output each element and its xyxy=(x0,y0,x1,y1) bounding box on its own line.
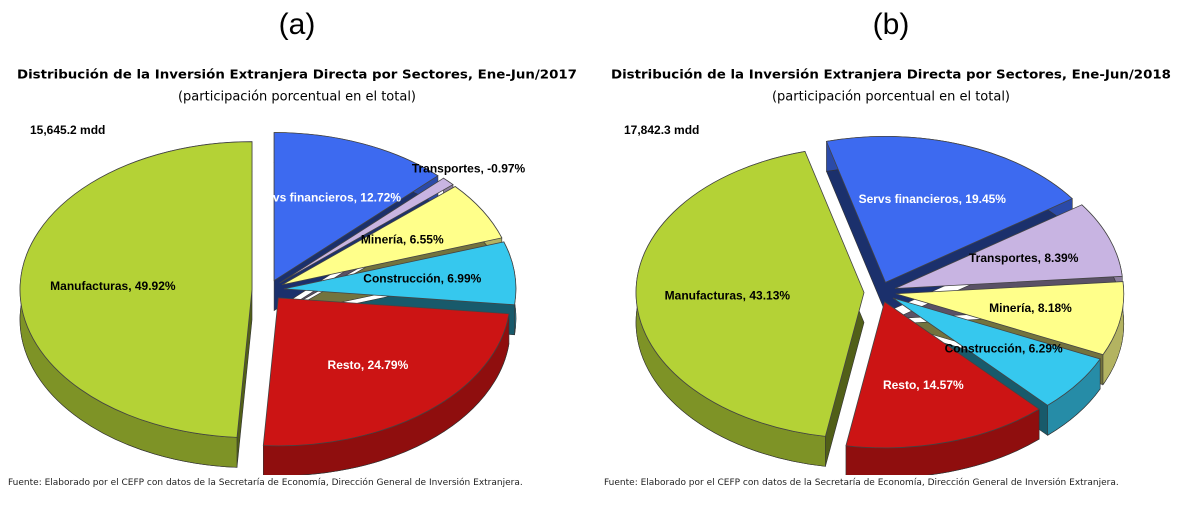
total-annotation: 15,645.2 mdd xyxy=(30,123,105,137)
source-note: Fuente: Elaborado por el CEFP con datos … xyxy=(8,478,523,488)
data-label: Manufacturas, 43.13% xyxy=(665,289,791,303)
data-label: Servs financieros, 12.72% xyxy=(254,191,402,205)
data-label: Transportes, -0.97% xyxy=(412,161,526,175)
slice xyxy=(273,132,439,282)
slice xyxy=(845,301,1040,449)
chart-title: Distribución de la Inversión Extranjera … xyxy=(17,67,577,82)
chart-subtitle: (participación porcentual en el total) xyxy=(178,90,416,105)
panel-label: (b) xyxy=(873,8,910,41)
data-label: Minería, 6.55% xyxy=(361,233,444,247)
data-label: Servs financieros, 19.45% xyxy=(859,192,1007,206)
slice xyxy=(19,141,253,438)
slice xyxy=(892,297,1101,406)
data-label: Resto, 14.57% xyxy=(883,378,964,392)
panel-label: (a) xyxy=(279,8,316,41)
slice xyxy=(281,186,503,286)
chart-subtitle: (participación porcentual en el total) xyxy=(772,90,1010,105)
slice xyxy=(262,297,510,447)
data-label: Resto, 24.79% xyxy=(328,358,409,372)
slice xyxy=(825,135,1073,283)
slice xyxy=(635,150,865,437)
total-annotation: 17,842.3 mdd xyxy=(624,123,699,137)
slice xyxy=(895,281,1125,356)
data-label: Construcción, 6.29% xyxy=(945,342,1063,356)
data-label: Minería, 8.18% xyxy=(989,301,1072,315)
data-label: Construcción, 6.99% xyxy=(363,272,481,286)
slice xyxy=(894,204,1123,289)
slice xyxy=(283,241,517,306)
data-label: Manufacturas, 49.92% xyxy=(50,279,176,293)
charts: (a) Distribución de la Inversión Extranje… xyxy=(17,8,1171,475)
chart-title: Distribución de la Inversión Extranjera … xyxy=(611,67,1171,82)
slice xyxy=(279,177,454,284)
source-note: Fuente: Elaborado por el CEFP con datos … xyxy=(604,478,1119,488)
data-label: Transportes, 8.39% xyxy=(969,251,1079,265)
